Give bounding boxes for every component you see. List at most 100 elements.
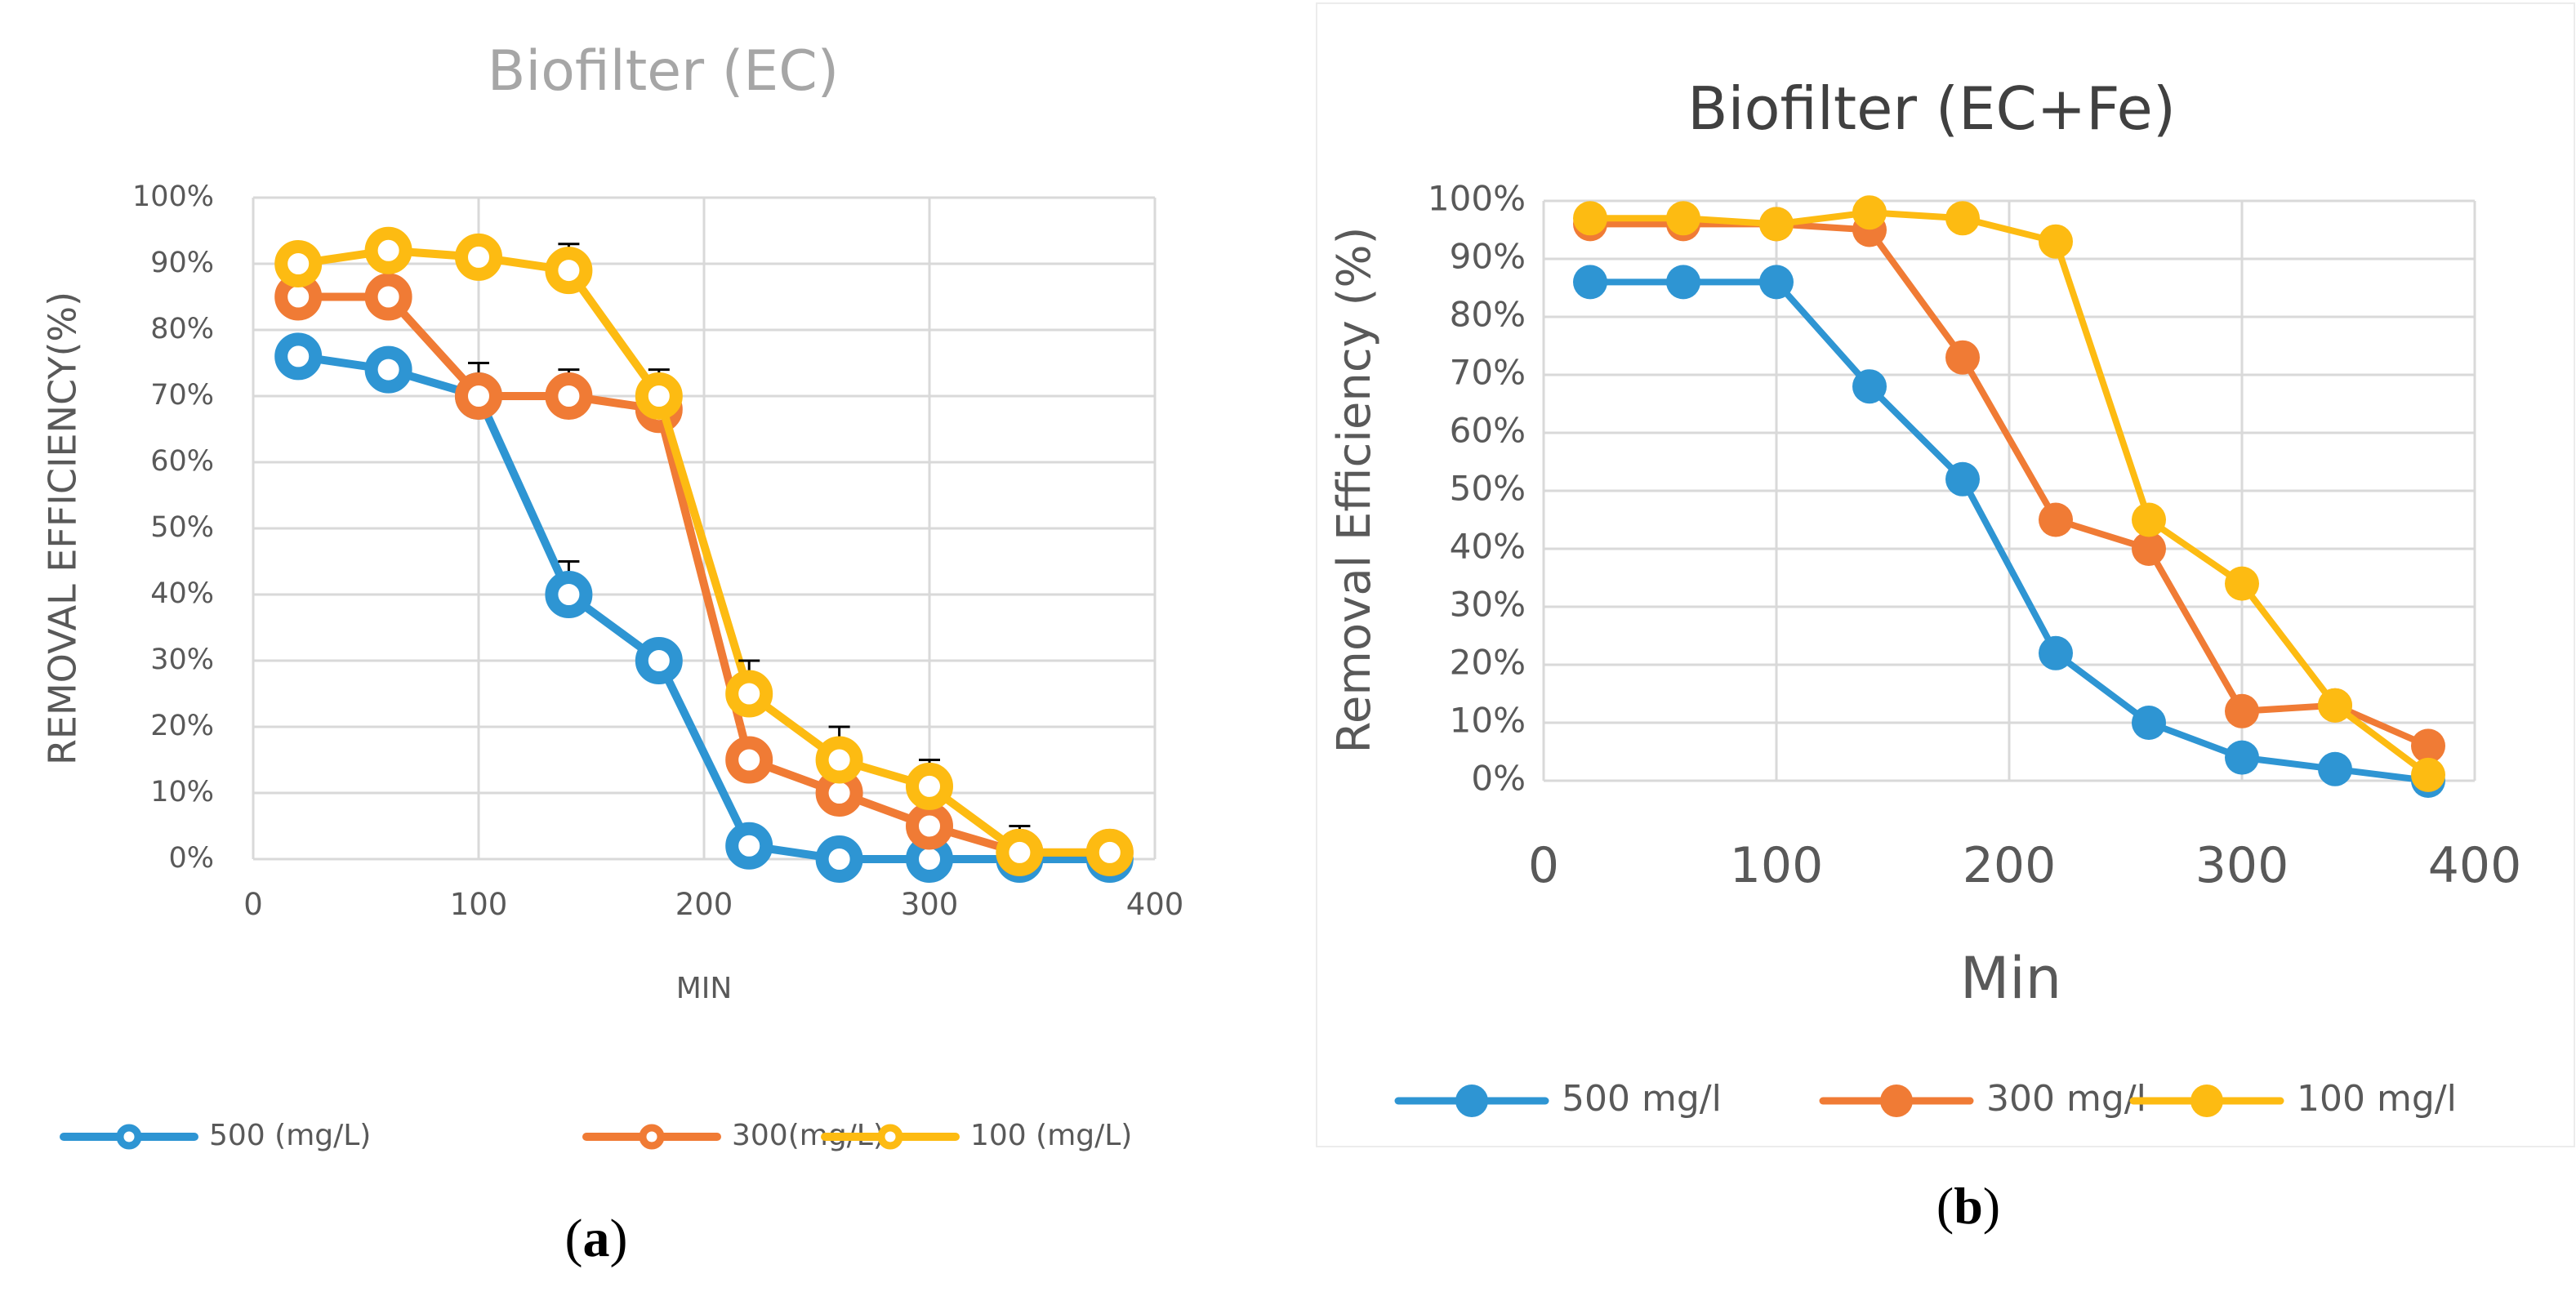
y-axis-title: Removal Efficiency (%) — [1328, 227, 1381, 754]
y-tick-label: 70% — [150, 379, 214, 412]
legend: 500 (mg/L) 300(mg/L) 100 (mg/L) — [60, 1119, 1132, 1152]
panel-b-frame — [1316, 2, 2575, 1147]
legend-marker — [639, 1124, 665, 1150]
data-point — [1666, 265, 1700, 300]
data-point — [996, 828, 1044, 876]
series-line — [294, 292, 1114, 857]
legend: 500 mg/l 300 mg/l 100 mg/l — [1394, 1078, 2457, 1120]
legend-label: 500 mg/l — [1562, 1078, 1722, 1120]
data-point — [2318, 688, 2352, 723]
data-point — [2039, 635, 2073, 670]
y-tick-label: 90% — [1450, 237, 1526, 277]
data-point — [455, 372, 502, 420]
data-point — [725, 736, 773, 784]
series-line — [294, 246, 1114, 857]
data-point — [2318, 751, 2352, 786]
series-line — [1587, 278, 2431, 784]
data-point — [815, 835, 863, 883]
y-tick-label: 90% — [150, 247, 214, 279]
y-tick-label: 30% — [1450, 585, 1526, 625]
y-tick-label: 50% — [1450, 469, 1526, 509]
y-tick-label: 0% — [1471, 759, 1526, 799]
data-point — [2411, 728, 2445, 764]
legend-label: 500 (mg/L) — [209, 1119, 371, 1152]
data-point — [2039, 224, 2073, 259]
data-point — [364, 273, 412, 321]
y-tick-label: 100% — [1428, 179, 1526, 219]
y-tick-label: 60% — [1450, 411, 1526, 451]
legend-item: 500 mg/l — [1394, 1078, 1722, 1120]
legend-marker — [116, 1124, 142, 1150]
data-point — [545, 372, 593, 420]
y-tick-label: 0% — [168, 842, 214, 875]
legend-marker — [1880, 1085, 1913, 1117]
data-point — [906, 802, 953, 850]
legend-label: 100 (mg/L) — [970, 1119, 1132, 1152]
x-axis-title: MIN — [676, 972, 733, 1005]
data-point — [1573, 265, 1607, 300]
y-tick-label: 40% — [150, 577, 214, 610]
data-point — [1759, 265, 1794, 300]
legend-marker — [877, 1124, 903, 1150]
y-tick-label: 10% — [1450, 701, 1526, 741]
data-point — [2225, 740, 2259, 775]
data-point — [1945, 461, 1980, 497]
data-point — [725, 822, 773, 870]
data-point — [815, 736, 863, 784]
x-tick-label: 300 — [2195, 837, 2289, 894]
x-tick-label: 300 — [901, 887, 959, 922]
y-tick-label: 70% — [1450, 353, 1526, 393]
data-point — [364, 345, 412, 394]
data-point — [635, 372, 683, 420]
data-point — [1573, 201, 1607, 236]
data-point — [2225, 566, 2259, 601]
data-point — [274, 240, 323, 287]
y-tick-label: 10% — [150, 776, 214, 808]
legend-marker — [2190, 1085, 2223, 1117]
y-tick-label: 40% — [1450, 527, 1526, 567]
x-tick-label: 0 — [1528, 837, 1559, 894]
data-point — [2132, 706, 2166, 740]
x-tick-label: 200 — [1963, 837, 2057, 894]
y-tick-label: 100% — [132, 180, 214, 213]
legend-item: 300 mg/l — [1819, 1078, 2146, 1120]
series-0 — [1573, 265, 2445, 798]
data-point — [2411, 757, 2445, 792]
data-point — [1852, 195, 1887, 230]
data-point — [1945, 201, 1980, 236]
series-2 — [1573, 195, 2445, 792]
x-axis-title: Min — [1960, 945, 2061, 1012]
data-point — [635, 637, 683, 684]
chart-title: Biofilter (EC+Fe) — [1687, 74, 2176, 143]
x-tick-label: 200 — [675, 887, 733, 922]
legend-label: 300 mg/l — [1986, 1078, 2146, 1120]
panel-label-close: ) — [610, 1209, 628, 1268]
legend-item: 500 (mg/L) — [60, 1119, 371, 1152]
chart-title: Biofilter (EC) — [488, 39, 839, 104]
x-tick-label: 100 — [450, 887, 508, 922]
x-tick-label: 400 — [1126, 887, 1184, 922]
panel-label-open: ( — [1936, 1177, 1954, 1235]
panel-label: (a) — [565, 1209, 628, 1268]
x-tick-label: 400 — [2428, 837, 2522, 894]
series-line — [294, 352, 1114, 863]
y-tick-label: 30% — [150, 644, 214, 676]
panel-label-letter: b — [1954, 1177, 1983, 1235]
data-point — [1759, 207, 1794, 242]
y-tick-label: 20% — [150, 710, 214, 742]
legend-item: 100 (mg/L) — [821, 1119, 1132, 1152]
legend-item: 100 mg/l — [2129, 1078, 2457, 1120]
y-axis-title: REMOVAL EFFICIENCY(%) — [41, 292, 85, 765]
data-point — [725, 670, 773, 718]
data-point — [2132, 532, 2166, 566]
data-point — [1852, 369, 1887, 404]
gridlines — [1542, 199, 2476, 782]
data-point — [364, 226, 412, 274]
legend-label: 100 mg/l — [2297, 1078, 2457, 1120]
panel-label-open: ( — [565, 1209, 583, 1268]
data-point — [2039, 502, 2073, 537]
data-point — [906, 762, 953, 810]
legend-marker — [1455, 1085, 1488, 1117]
x-tick-label: 100 — [1730, 837, 1824, 894]
